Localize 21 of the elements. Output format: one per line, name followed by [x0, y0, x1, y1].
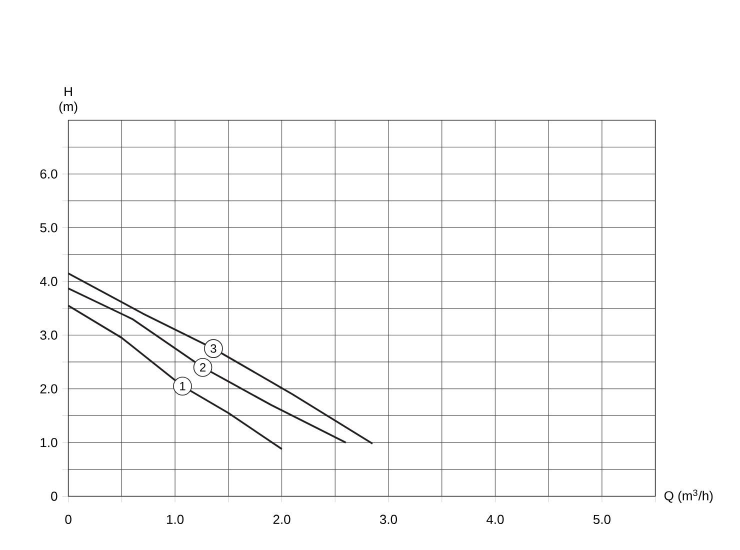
y-tick-label: 6.0	[40, 169, 58, 179]
series-label: 3	[210, 344, 216, 353]
y-axis-title: H (m)	[59, 87, 78, 114]
x-axis-title: Q (m$^{3}$/h)	[664, 490, 713, 503]
x-tick-label: 5.0	[593, 514, 610, 524]
y-tick-label: 3.0	[40, 330, 58, 340]
y-tick-label: 5.0	[40, 223, 58, 232]
x-tick-label: 2.0	[273, 514, 290, 524]
line-series	[68, 287, 347, 444]
y-tick-label: 0	[51, 492, 58, 501]
x-tick-label: 0	[65, 514, 72, 524]
line-series	[68, 304, 283, 450]
y-tick-label: 1.0	[40, 438, 58, 448]
x-tick-label: 3.0	[380, 514, 398, 524]
y-tick-label: 2.0	[40, 384, 58, 394]
series-label: 2	[200, 363, 206, 372]
x-tick-label: 1.0	[166, 514, 184, 524]
line-series	[68, 272, 374, 445]
y-tick-label: 4.0	[40, 276, 58, 286]
x-tick-label: 4.0	[486, 514, 504, 524]
series-label: 1	[180, 382, 186, 390]
